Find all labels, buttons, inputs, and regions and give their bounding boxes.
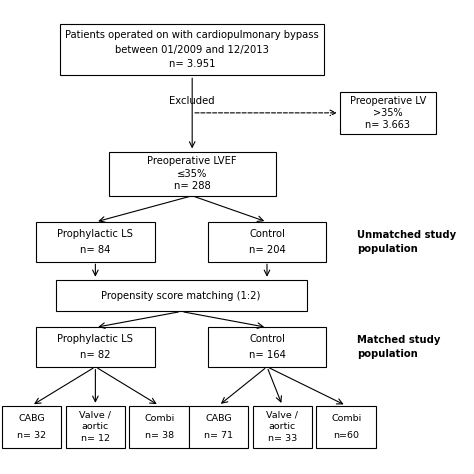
Text: n= 38: n= 38 (145, 431, 174, 440)
Text: Unmatched study: Unmatched study (357, 230, 456, 240)
Text: n= 33: n= 33 (268, 434, 297, 443)
FancyBboxPatch shape (56, 280, 307, 311)
FancyBboxPatch shape (2, 406, 61, 448)
Text: n= 3.663: n= 3.663 (365, 120, 410, 130)
FancyBboxPatch shape (129, 406, 189, 448)
Text: n= 12: n= 12 (81, 434, 110, 443)
Text: Matched study: Matched study (357, 335, 440, 345)
Text: Propensity score matching (1:2): Propensity score matching (1:2) (101, 291, 261, 301)
Text: Control: Control (249, 229, 285, 239)
Text: Control: Control (249, 334, 285, 344)
Text: Preoperative LVEF: Preoperative LVEF (147, 156, 237, 166)
Text: between 01/2009 and 12/2013: between 01/2009 and 12/2013 (115, 45, 269, 55)
Text: >35%: >35% (373, 108, 403, 118)
Text: Patients operated on with cardiopulmonary bypass: Patients operated on with cardiopulmonar… (65, 30, 319, 40)
FancyBboxPatch shape (317, 406, 376, 448)
FancyBboxPatch shape (339, 92, 437, 134)
Text: population: population (357, 244, 418, 254)
FancyBboxPatch shape (109, 152, 276, 196)
FancyBboxPatch shape (208, 222, 327, 262)
FancyBboxPatch shape (36, 222, 155, 262)
Text: Combi: Combi (144, 414, 174, 423)
Text: n= 204: n= 204 (249, 245, 285, 255)
Text: n= 3.951: n= 3.951 (169, 59, 216, 69)
Text: ≤35%: ≤35% (177, 169, 207, 179)
Text: n= 288: n= 288 (174, 182, 210, 191)
FancyBboxPatch shape (60, 24, 324, 75)
Text: Combi: Combi (331, 414, 361, 423)
Text: Valve /: Valve / (79, 410, 111, 419)
Text: Valve /: Valve / (266, 410, 299, 419)
FancyBboxPatch shape (208, 327, 327, 367)
Text: Prophylactic LS: Prophylactic LS (57, 229, 133, 239)
Text: n= 84: n= 84 (80, 245, 110, 255)
Text: Prophylactic LS: Prophylactic LS (57, 334, 133, 344)
FancyBboxPatch shape (189, 406, 248, 448)
Text: n= 32: n= 32 (17, 431, 46, 440)
Text: CABG: CABG (18, 414, 45, 423)
Text: CABG: CABG (205, 414, 232, 423)
Text: n= 164: n= 164 (248, 350, 285, 360)
Text: Excluded: Excluded (169, 96, 215, 106)
FancyBboxPatch shape (253, 406, 312, 448)
Text: n=60: n=60 (333, 431, 359, 440)
Text: aortic: aortic (269, 422, 296, 431)
Text: Preoperative LV: Preoperative LV (350, 96, 426, 106)
FancyBboxPatch shape (66, 406, 125, 448)
Text: aortic: aortic (82, 422, 109, 431)
FancyBboxPatch shape (36, 327, 155, 367)
Text: n= 71: n= 71 (204, 431, 233, 440)
Text: n= 82: n= 82 (80, 350, 110, 360)
Text: population: population (357, 349, 418, 359)
